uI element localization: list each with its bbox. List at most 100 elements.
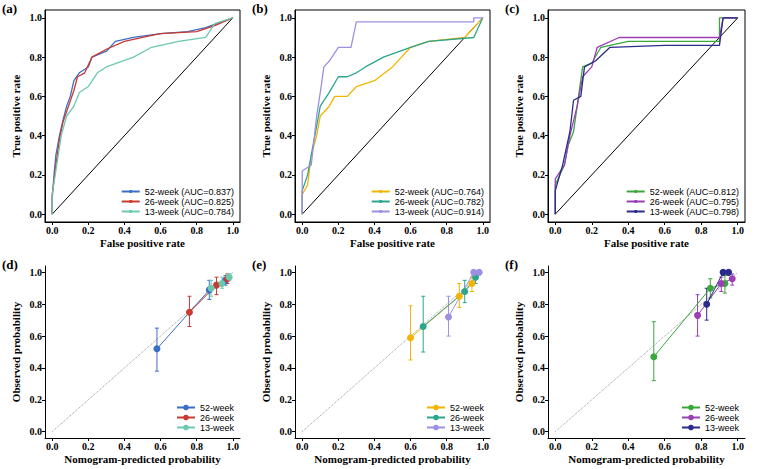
svg-text:26-week: 26-week xyxy=(450,413,485,423)
svg-text:0.8: 0.8 xyxy=(440,225,453,236)
svg-text:0.6: 0.6 xyxy=(404,225,417,236)
svg-text:0.0: 0.0 xyxy=(46,441,59,452)
svg-text:0.4: 0.4 xyxy=(533,362,546,373)
svg-text:0.8: 0.8 xyxy=(280,52,293,63)
svg-text:0.4: 0.4 xyxy=(30,130,43,141)
svg-text:0.2: 0.2 xyxy=(533,169,546,180)
svg-text:52-week: 52-week xyxy=(705,403,740,413)
svg-text:0.8: 0.8 xyxy=(190,441,203,452)
svg-text:False positive rate: False positive rate xyxy=(604,237,689,249)
svg-text:0.0: 0.0 xyxy=(280,209,293,220)
svg-text:0.4: 0.4 xyxy=(280,130,293,141)
svg-text:0.2: 0.2 xyxy=(30,394,43,405)
svg-text:0.6: 0.6 xyxy=(533,91,546,102)
svg-text:0.4: 0.4 xyxy=(368,225,381,236)
svg-text:0.8: 0.8 xyxy=(695,225,708,236)
svg-text:0.4: 0.4 xyxy=(280,362,293,373)
svg-text:0.4: 0.4 xyxy=(368,441,381,452)
svg-text:26-week (AUC=0.795): 26-week (AUC=0.795) xyxy=(650,197,739,207)
svg-text:0.6: 0.6 xyxy=(30,331,43,342)
svg-text:1.0: 1.0 xyxy=(477,225,490,236)
svg-text:0.8: 0.8 xyxy=(30,299,43,310)
svg-text:(e): (e) xyxy=(252,257,266,272)
svg-text:1.0: 1.0 xyxy=(227,225,240,236)
svg-text:0.8: 0.8 xyxy=(533,52,546,63)
svg-text:True positive rate: True positive rate xyxy=(10,74,22,157)
svg-text:(b): (b) xyxy=(252,1,268,16)
svg-text:0.2: 0.2 xyxy=(332,225,345,236)
svg-text:0.0: 0.0 xyxy=(549,225,562,236)
svg-text:(c): (c) xyxy=(505,1,519,16)
svg-text:(d): (d) xyxy=(2,257,18,272)
svg-text:0.4: 0.4 xyxy=(533,130,546,141)
svg-text:0.0: 0.0 xyxy=(296,441,309,452)
svg-text:1.0: 1.0 xyxy=(533,267,546,278)
svg-text:1.0: 1.0 xyxy=(533,12,546,23)
svg-text:0.4: 0.4 xyxy=(30,362,43,373)
svg-text:0.0: 0.0 xyxy=(296,225,309,236)
svg-text:1.0: 1.0 xyxy=(731,441,744,452)
svg-text:0.4: 0.4 xyxy=(118,225,131,236)
svg-text:Observed probability: Observed probability xyxy=(513,301,525,402)
svg-text:0.0: 0.0 xyxy=(280,426,293,437)
svg-text:26-week (AUC=0.782): 26-week (AUC=0.782) xyxy=(395,197,484,207)
svg-text:13-week: 13-week xyxy=(200,423,235,433)
svg-text:13-week: 13-week xyxy=(705,423,740,433)
svg-text:13-week (AUC=0.784): 13-week (AUC=0.784) xyxy=(145,207,234,217)
svg-text:26-week: 26-week xyxy=(200,413,235,423)
svg-text:0.0: 0.0 xyxy=(533,209,546,220)
svg-text:0.2: 0.2 xyxy=(533,394,546,405)
svg-text:52-week: 52-week xyxy=(200,403,235,413)
svg-text:1.0: 1.0 xyxy=(30,267,43,278)
svg-text:0.0: 0.0 xyxy=(533,426,546,437)
svg-text:0.2: 0.2 xyxy=(332,441,345,452)
svg-text:0.2: 0.2 xyxy=(586,225,599,236)
svg-text:1.0: 1.0 xyxy=(30,12,43,23)
svg-text:Nomogram-predicted probability: Nomogram-predicted probability xyxy=(568,453,725,465)
svg-text:0.8: 0.8 xyxy=(30,52,43,63)
svg-text:0.6: 0.6 xyxy=(533,331,546,342)
svg-text:0.0: 0.0 xyxy=(549,441,562,452)
svg-text:0.6: 0.6 xyxy=(404,441,417,452)
svg-text:True positive rate: True positive rate xyxy=(513,74,525,157)
svg-text:Nomogram-predicted probability: Nomogram-predicted probability xyxy=(64,453,221,465)
svg-text:0.6: 0.6 xyxy=(658,225,671,236)
svg-text:False positive rate: False positive rate xyxy=(350,237,435,249)
svg-text:1.0: 1.0 xyxy=(227,441,240,452)
svg-text:0.8: 0.8 xyxy=(280,299,293,310)
svg-text:0.2: 0.2 xyxy=(280,394,293,405)
svg-text:52-week (AUC=0.812): 52-week (AUC=0.812) xyxy=(650,187,739,197)
svg-text:0.4: 0.4 xyxy=(118,441,131,452)
svg-text:0.2: 0.2 xyxy=(82,225,95,236)
svg-text:0.2: 0.2 xyxy=(30,169,43,180)
svg-text:(f): (f) xyxy=(505,257,518,272)
svg-text:13-week (AUC=0.914): 13-week (AUC=0.914) xyxy=(395,207,484,217)
svg-text:0.8: 0.8 xyxy=(695,441,708,452)
svg-text:0.4: 0.4 xyxy=(622,441,635,452)
svg-text:0.6: 0.6 xyxy=(30,91,43,102)
svg-text:1.0: 1.0 xyxy=(280,267,293,278)
svg-text:13-week (AUC=0.798): 13-week (AUC=0.798) xyxy=(650,207,739,217)
svg-text:1.0: 1.0 xyxy=(731,225,744,236)
svg-text:0.6: 0.6 xyxy=(658,441,671,452)
svg-text:0.8: 0.8 xyxy=(440,441,453,452)
svg-text:Observed probability: Observed probability xyxy=(10,301,22,402)
svg-text:0.0: 0.0 xyxy=(30,209,43,220)
svg-text:52-week (AUC=0.837): 52-week (AUC=0.837) xyxy=(145,187,234,197)
svg-text:False positive rate: False positive rate xyxy=(100,237,185,249)
svg-text:0.8: 0.8 xyxy=(190,225,203,236)
svg-text:0.8: 0.8 xyxy=(533,299,546,310)
svg-text:True positive rate: True positive rate xyxy=(260,74,272,157)
svg-text:0.6: 0.6 xyxy=(154,225,167,236)
svg-text:13-week: 13-week xyxy=(450,423,485,433)
svg-text:0.6: 0.6 xyxy=(280,91,293,102)
svg-text:0.0: 0.0 xyxy=(46,225,59,236)
svg-text:(a): (a) xyxy=(2,1,17,16)
svg-text:52-week: 52-week xyxy=(450,403,485,413)
svg-text:1.0: 1.0 xyxy=(477,441,490,452)
svg-text:0.6: 0.6 xyxy=(280,331,293,342)
svg-text:0.0: 0.0 xyxy=(30,426,43,437)
svg-text:1.0: 1.0 xyxy=(280,12,293,23)
svg-text:Nomogram-predicted probability: Nomogram-predicted probability xyxy=(314,453,471,465)
svg-text:0.4: 0.4 xyxy=(622,225,635,236)
